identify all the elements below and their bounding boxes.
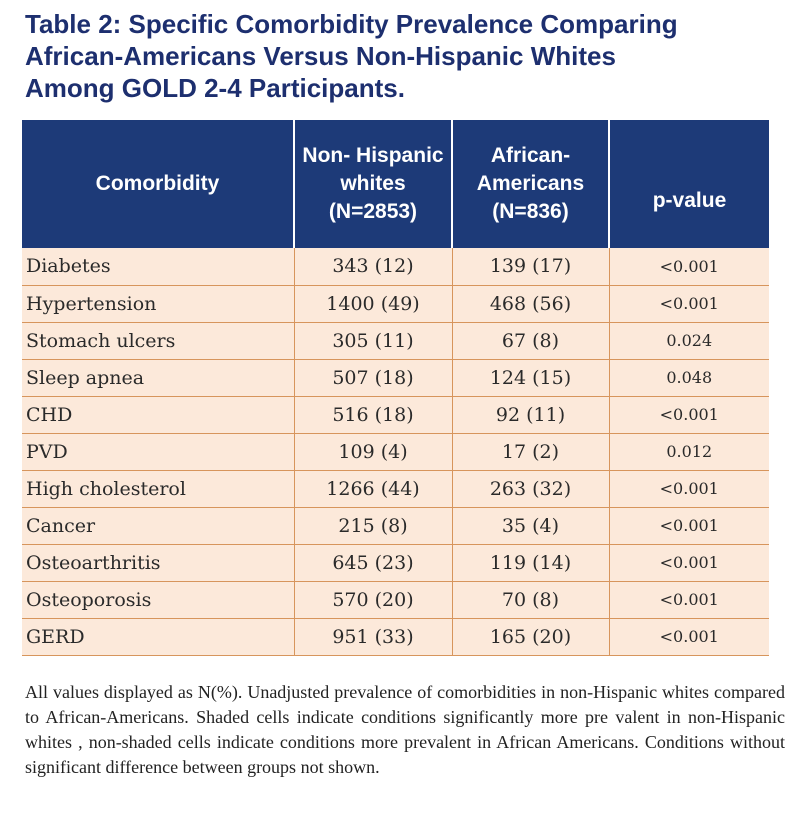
cell-african-americans: 35 (4) (451, 507, 609, 545)
cell-non-hispanic-whites: 109 (4) (293, 433, 452, 471)
cell-non-hispanic-whites: 951 (33) (293, 618, 452, 656)
table-title: Table 2: Specific Comorbidity Prevalence… (25, 9, 678, 103)
row-label: GERD (22, 618, 294, 656)
table-row: Stomach ulcers 305 (11) 67 (8) 0.024 (22, 322, 769, 360)
table-row: High cholesterol 1266 (44) 263 (32) <0.001 (22, 470, 769, 508)
cell-non-hispanic-whites: 1266 (44) (293, 470, 452, 508)
cell-p-value: <0.001 (608, 618, 769, 656)
table-row: Osteoarthritis 645 (23) 119 (14) <0.001 (22, 544, 769, 582)
table-row: Diabetes 343 (12) 139 (17) <0.001 (22, 248, 769, 286)
cell-african-americans: 468 (56) (451, 285, 609, 323)
row-label: Stomach ulcers (22, 322, 294, 360)
cell-p-value: 0.024 (608, 322, 769, 360)
cell-african-americans: 139 (17) (451, 248, 609, 286)
cell-non-hispanic-whites: 343 (12) (293, 248, 452, 286)
row-label: Diabetes (22, 248, 294, 286)
cell-p-value: <0.001 (608, 581, 769, 619)
row-label: High cholesterol (22, 470, 294, 508)
cell-non-hispanic-whites: 507 (18) (293, 359, 452, 397)
cell-african-americans: 263 (32) (451, 470, 609, 508)
header-comorbidity: Comorbidity (22, 120, 294, 248)
cell-non-hispanic-whites: 1400 (49) (293, 285, 452, 323)
cell-p-value: <0.001 (608, 470, 769, 508)
cell-p-value: <0.001 (608, 507, 769, 545)
table-footnote: All values displayed as N(%). Unadjusted… (25, 682, 785, 777)
cell-non-hispanic-whites: 305 (11) (293, 322, 452, 360)
cell-non-hispanic-whites: 645 (23) (293, 544, 452, 582)
table-row: Hypertension 1400 (49) 468 (56) <0.001 (22, 285, 769, 323)
table-row: Sleep apnea 507 (18) 124 (15) 0.048 (22, 359, 769, 397)
cell-african-americans: 92 (11) (451, 396, 609, 434)
row-label: Cancer (22, 507, 294, 545)
cell-non-hispanic-whites: 215 (8) (293, 507, 452, 545)
comorbidity-table: Comorbidity Non- Hispanic whites (N=2853… (22, 120, 769, 656)
table-row: CHD 516 (18) 92 (11) <0.001 (22, 396, 769, 434)
row-label: Hypertension (22, 285, 294, 323)
cell-p-value: 0.048 (608, 359, 769, 397)
table-row: Osteoporosis 570 (20) 70 (8) <0.001 (22, 581, 769, 619)
cell-p-value: <0.001 (608, 248, 769, 286)
cell-african-americans: 67 (8) (451, 322, 609, 360)
row-label: PVD (22, 433, 294, 471)
header-african-americans: African- Americans (N=836) (451, 120, 609, 248)
row-label: Sleep apnea (22, 359, 294, 397)
cell-p-value: <0.001 (608, 396, 769, 434)
table-row: GERD 951 (33) 165 (20) <0.001 (22, 618, 769, 656)
cell-p-value: 0.012 (608, 433, 769, 471)
cell-p-value: <0.001 (608, 285, 769, 323)
row-label: CHD (22, 396, 294, 434)
cell-african-americans: 165 (20) (451, 618, 609, 656)
cell-non-hispanic-whites: 570 (20) (293, 581, 452, 619)
header-row: Comorbidity Non- Hispanic whites (N=2853… (22, 120, 769, 248)
row-label: Osteoporosis (22, 581, 294, 619)
cell-african-americans: 17 (2) (451, 433, 609, 471)
row-label: Osteoarthritis (22, 544, 294, 582)
table-row: PVD 109 (4) 17 (2) 0.012 (22, 433, 769, 471)
table-row: Cancer 215 (8) 35 (4) <0.001 (22, 507, 769, 545)
cell-non-hispanic-whites: 516 (18) (293, 396, 452, 434)
cell-p-value: <0.001 (608, 544, 769, 582)
header-non-hispanic-whites: Non- Hispanic whites (N=2853) (293, 120, 452, 248)
cell-african-americans: 70 (8) (451, 581, 609, 619)
table-body: Diabetes 343 (12) 139 (17) <0.001 Hypertensi… (22, 248, 769, 656)
cell-african-americans: 119 (14) (451, 544, 609, 582)
header-p-value: p-value (608, 120, 769, 248)
cell-african-americans: 124 (15) (451, 359, 609, 397)
